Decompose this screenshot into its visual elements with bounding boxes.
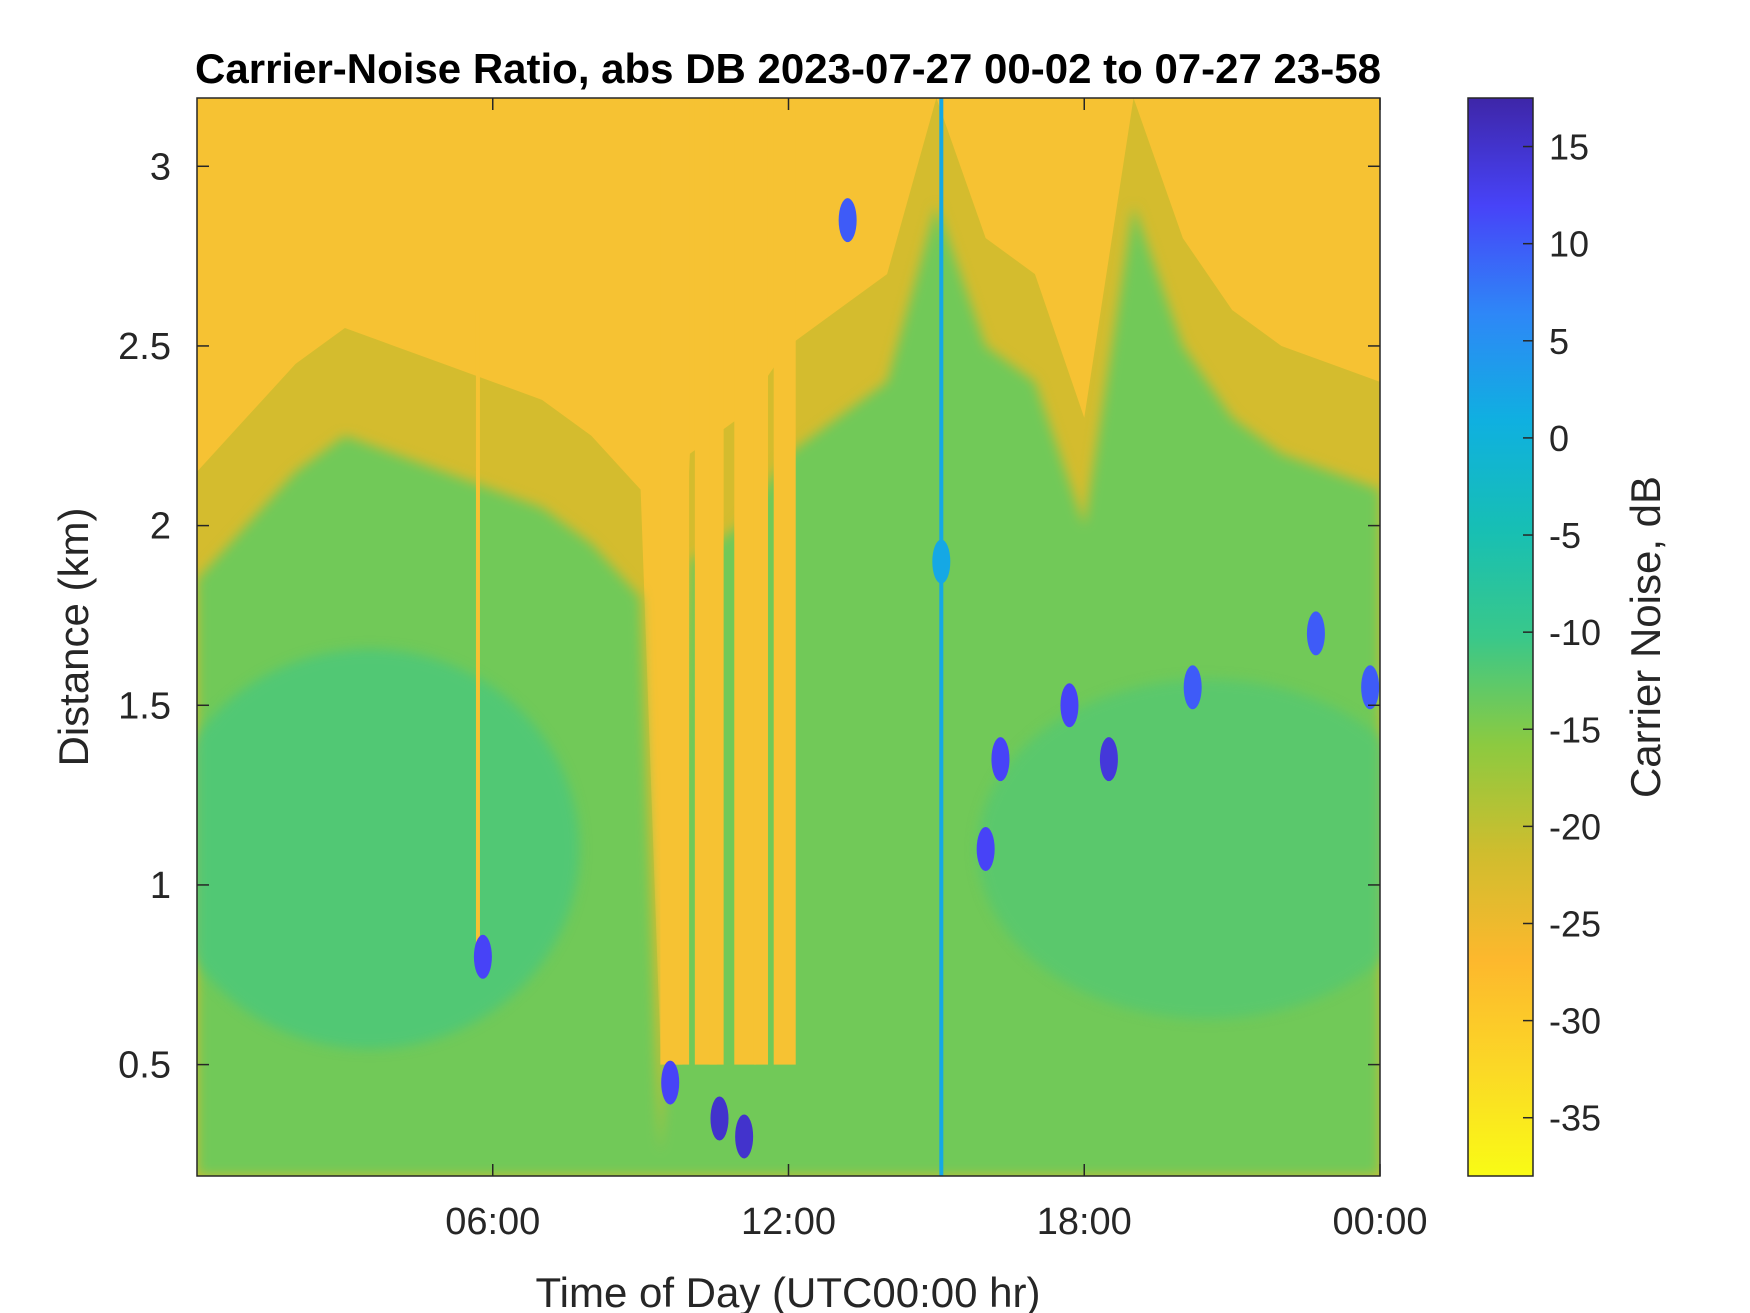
noise-streak <box>773 98 796 1065</box>
strong-return-mark <box>976 827 995 872</box>
strong-returns <box>473 198 1380 1159</box>
colorbar-tick-label: 0 <box>1549 418 1569 459</box>
strong-return-mark <box>1183 665 1202 710</box>
noise-streak <box>734 98 757 1065</box>
noise-streak <box>675 98 690 1065</box>
colorbar-tick-label: -25 <box>1549 903 1601 944</box>
x-tick-label: 12:00 <box>741 1201 836 1243</box>
colorbar-tick-label: -30 <box>1549 1001 1601 1042</box>
x-tick-label: 06:00 <box>445 1201 540 1243</box>
strong-return-mark <box>1060 683 1079 728</box>
noise-streak <box>753 98 768 1065</box>
strong-return-mark <box>661 1060 680 1105</box>
y-tick-label: 1 <box>150 865 171 907</box>
strong-return-mark <box>838 198 857 243</box>
y-axis: 0.5 1 1.5 2 2.5 3 <box>118 146 1380 1087</box>
colorbar-tick-label: 15 <box>1549 127 1589 168</box>
strong-return-mark <box>473 934 492 979</box>
time-streaks <box>475 98 944 1176</box>
strong-return-mark <box>991 737 1010 782</box>
chart-title: Carrier-Noise Ratio, abs DB 2023-07-27 0… <box>195 45 1381 92</box>
y-tick-label: 0.5 <box>118 1045 171 1087</box>
colorbar-tick-label: 5 <box>1549 321 1569 362</box>
colorbar-gradient <box>1467 97 1534 1177</box>
vertical-artifact-line <box>939 98 944 1176</box>
colorbar-tick-label: 10 <box>1549 224 1589 265</box>
colorbar-tick-label: -20 <box>1549 806 1601 847</box>
y-tick-label: 1.5 <box>118 685 171 727</box>
heatmap-plot-area <box>197 98 1380 1176</box>
signal-core-blob <box>197 649 580 1049</box>
colorbar-tick-label: -15 <box>1549 709 1601 750</box>
colorbar-label: Carrier Noise, dB <box>1622 476 1669 798</box>
colorbar-tick-label: -35 <box>1549 1098 1601 1139</box>
noise-streak <box>709 98 724 1065</box>
x-tick-label: 18:00 <box>1037 1201 1132 1243</box>
colorbar-tick-label: -5 <box>1549 515 1581 556</box>
strong-return-mark <box>1361 665 1380 710</box>
strong-return-mark <box>710 1096 729 1141</box>
strong-return-mark <box>735 1114 754 1159</box>
y-axis-label: Distance (km) <box>50 507 97 766</box>
strong-return-mark <box>932 539 951 584</box>
colorbar-ticks: 15 10 5 0 -5 -10 -15 -20 -25 -30 -35 <box>1523 127 1601 1139</box>
x-axis-label: Time of Day (UTC00:00 hr) <box>536 1269 1041 1313</box>
y-tick-label: 3 <box>150 146 171 188</box>
signal-core-blob <box>977 679 1380 1019</box>
x-axis: 06:00 12:00 18:00 00:00 <box>445 98 1428 1243</box>
strong-return-mark <box>1099 737 1118 782</box>
colorbar-tick-label: -10 <box>1549 612 1601 653</box>
colorbar: 15 10 5 0 -5 -10 -15 -20 -25 -30 -35 Carrier Noise… <box>1467 97 1669 1177</box>
y-tick-label: 2.5 <box>118 326 171 368</box>
strong-return-mark <box>1306 611 1325 656</box>
x-tick-label: 00:00 <box>1332 1201 1427 1243</box>
y-tick-label: 2 <box>150 506 171 548</box>
noise-streak <box>475 310 480 957</box>
